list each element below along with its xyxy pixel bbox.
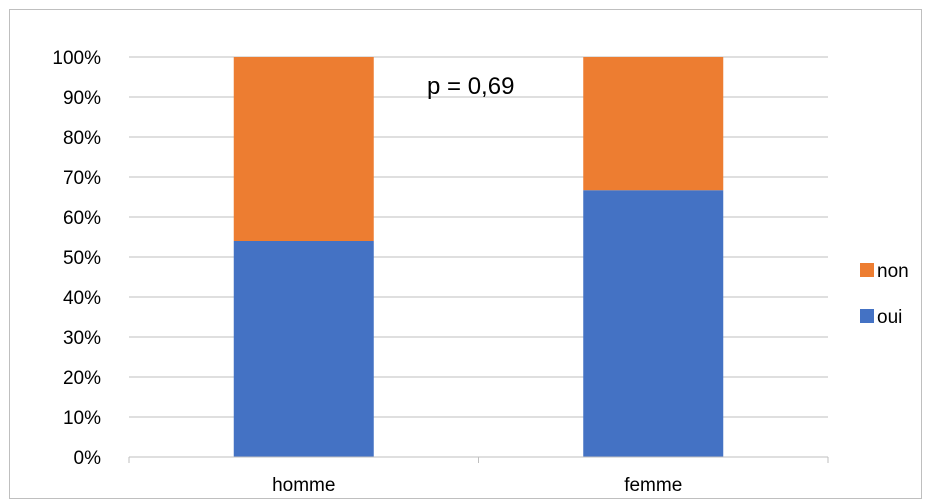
y-tick-label: 10% xyxy=(63,408,101,429)
x-category-label: femme xyxy=(624,475,682,496)
y-tick-label: 40% xyxy=(63,288,101,309)
y-tick-label: 70% xyxy=(63,168,101,189)
legend: non oui xyxy=(860,261,909,328)
y-tick-label: 90% xyxy=(63,88,101,109)
legend-swatch-non xyxy=(860,263,874,277)
x-category-label: homme xyxy=(272,475,335,496)
y-tick-label: 20% xyxy=(63,368,101,389)
bars xyxy=(233,57,724,457)
y-tick-label: 80% xyxy=(63,128,101,149)
x-axis: homme femme xyxy=(128,456,829,496)
y-tick-label: 100% xyxy=(52,48,101,69)
legend-label-non: non xyxy=(877,261,909,282)
y-tick-label: 30% xyxy=(63,328,101,349)
y-tick-label: 50% xyxy=(63,248,101,269)
legend-swatch-oui xyxy=(860,309,874,323)
y-tick-label: 0% xyxy=(74,448,102,469)
p-value-annotation: p = 0,69 xyxy=(427,73,514,100)
bar-oui-femme xyxy=(583,190,724,457)
bar-oui-homme xyxy=(233,241,374,457)
y-axis: 0% 10% 20% 30% 40% 50% 60% 70% 80% 90% 100% xyxy=(52,48,101,469)
bar-non-femme xyxy=(583,57,724,191)
y-tick-label: 60% xyxy=(63,208,101,229)
legend-label-oui: oui xyxy=(877,307,902,328)
bar-non-homme xyxy=(233,57,374,241)
